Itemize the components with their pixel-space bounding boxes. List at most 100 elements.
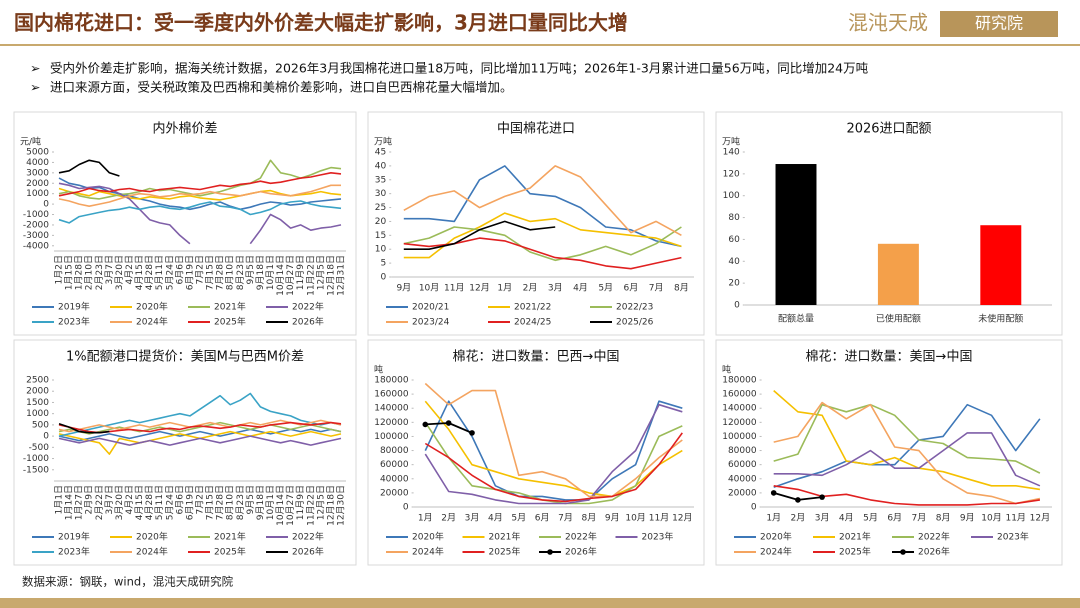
page-title: 国内棉花进口：受一季度内外价差大幅走扩影响，3月进口量同比大增 bbox=[14, 11, 628, 35]
y-tick-label: 100000 bbox=[374, 432, 409, 442]
y-tick-label: 35 bbox=[375, 175, 386, 185]
x-tick-label: 11月9日 bbox=[295, 255, 306, 290]
y-tick-label: 1000 bbox=[26, 409, 49, 419]
x-tick-label: 6月19日 bbox=[184, 485, 195, 520]
series-line bbox=[424, 432, 683, 503]
panel-border bbox=[367, 339, 705, 566]
y-tick-label: -2000 bbox=[23, 220, 49, 230]
x-tick-label: 1月 bbox=[766, 513, 781, 524]
x-tick-label: 6月6日 bbox=[174, 255, 185, 284]
legend-label: 2019年 bbox=[58, 531, 90, 543]
legend-label: 2025年 bbox=[214, 546, 246, 558]
x-tick-label: 未使用配额 bbox=[978, 313, 1023, 325]
y-tick-label: 160000 bbox=[374, 390, 409, 400]
y-tick-label: 20000 bbox=[380, 488, 409, 498]
legend-label: 2023年 bbox=[642, 531, 674, 543]
y-tick-label: 2000 bbox=[26, 387, 49, 397]
y-tick-label: 40 bbox=[375, 161, 387, 171]
y-tick-label: -1000 bbox=[23, 454, 49, 464]
x-tick-label: 12月 bbox=[469, 283, 489, 294]
x-tick-label: 1月27日 bbox=[74, 485, 85, 520]
legend-label: 2024年 bbox=[760, 546, 792, 558]
series-line bbox=[773, 403, 1041, 474]
chart-panel: 棉花：进口数量：美国→中国吨 0 20000 40000 60000 80000 10000… bbox=[715, 339, 1063, 566]
legend-label: 2021年 bbox=[839, 531, 871, 543]
series-line bbox=[58, 423, 110, 434]
panel-border bbox=[715, 339, 1063, 566]
y-unit: 元/吨 bbox=[20, 136, 41, 148]
x-tick-label: 9月18日 bbox=[255, 485, 266, 520]
legend-label: 2022年 bbox=[292, 301, 324, 313]
x-tick-label: 7月28日 bbox=[215, 255, 226, 290]
legend-label: 2022年 bbox=[292, 531, 324, 543]
y-tick-label: 40000 bbox=[380, 474, 409, 484]
x-tick-label: 11月9日 bbox=[295, 485, 306, 520]
x-tick-label: 4月 bbox=[573, 283, 588, 294]
series-line bbox=[424, 403, 683, 505]
x-tick-label: 4月2日 bbox=[124, 255, 135, 284]
legend-label: 2021/22 bbox=[514, 303, 551, 313]
chart-title: 中国棉花进口 bbox=[497, 121, 575, 137]
y-tick-label: 120000 bbox=[722, 418, 757, 428]
series-line bbox=[773, 485, 1041, 506]
chart-panel: 1%配额港口提货价：美国M与巴西M价差 -1500-1000-5000 500100… bbox=[13, 339, 357, 566]
x-tick-label: 11月 bbox=[444, 283, 464, 294]
legend-label: 2022年 bbox=[565, 531, 597, 543]
y-tick-label: 25 bbox=[375, 203, 386, 213]
x-tick-label: 5月 bbox=[598, 283, 613, 294]
panel-border bbox=[13, 111, 357, 336]
y-tick-label: -3000 bbox=[23, 231, 49, 241]
legend-label: 2019年 bbox=[58, 301, 90, 313]
legend-label: 2024/25 bbox=[514, 318, 551, 328]
x-tick-label: 2月10日 bbox=[84, 255, 95, 290]
legend-label: 2023/24 bbox=[412, 318, 450, 328]
y-unit: 万吨 bbox=[722, 136, 740, 148]
x-tick-label: 3月20日 bbox=[114, 485, 125, 520]
y-tick-label: 60000 bbox=[728, 460, 757, 470]
x-tick-label: 4月15日 bbox=[134, 485, 145, 520]
x-tick-label: 4月2日 bbox=[124, 485, 135, 514]
legend-label: 2024年 bbox=[136, 316, 168, 328]
x-tick-label: 1月1日 bbox=[54, 485, 65, 514]
y-tick-label: -500 bbox=[29, 443, 50, 453]
legend-label: 2025年 bbox=[489, 546, 521, 558]
series-line bbox=[58, 200, 342, 224]
y-tick-label: 45 bbox=[375, 148, 386, 158]
legend-label: 2026年 bbox=[292, 316, 324, 328]
y-tick-label: 500 bbox=[32, 420, 49, 430]
y-tick-label: 0 bbox=[43, 432, 49, 442]
x-tick-label: 5月 bbox=[511, 513, 526, 524]
x-tick-label: 3月20日 bbox=[114, 255, 125, 290]
x-tick-label: 9月 bbox=[960, 513, 975, 524]
series-line bbox=[773, 432, 1041, 487]
y-tick-label: 3000 bbox=[26, 168, 49, 178]
y-tick-label: 15 bbox=[375, 231, 386, 241]
y-tick-label: 80000 bbox=[728, 446, 757, 456]
y-tick-label: 1500 bbox=[26, 398, 49, 408]
bullet-arrow: ➢ bbox=[30, 61, 40, 76]
x-tick-label: 7月15日 bbox=[205, 255, 216, 290]
y-tick-label: 100000 bbox=[722, 432, 757, 442]
legend-label: 2020年 bbox=[136, 301, 168, 313]
panel-border bbox=[367, 111, 705, 336]
x-tick-label: 10月 bbox=[625, 513, 645, 524]
series-line bbox=[58, 435, 342, 446]
x-tick-label: 2月 bbox=[791, 513, 806, 524]
x-tick-label: 3月 bbox=[465, 513, 480, 524]
legend-label: 2020年 bbox=[760, 531, 792, 543]
y-tick-label: 30 bbox=[375, 189, 387, 199]
x-tick-label: 6月 bbox=[535, 513, 550, 524]
series-line bbox=[403, 220, 556, 250]
chart-title: 1%配额港口提货价：美国M与巴西M价差 bbox=[66, 349, 304, 365]
x-tick-label: 11月22日 bbox=[305, 485, 316, 526]
x-tick-label: 5月11日 bbox=[154, 255, 165, 290]
x-tick-label: 10月1日 bbox=[265, 255, 276, 290]
series-line bbox=[403, 212, 682, 259]
x-tick-label: 10月 bbox=[981, 513, 1001, 524]
y-tick-label: 0 bbox=[734, 301, 740, 311]
x-tick-label: 2月 bbox=[523, 283, 538, 294]
series-line bbox=[58, 177, 342, 211]
